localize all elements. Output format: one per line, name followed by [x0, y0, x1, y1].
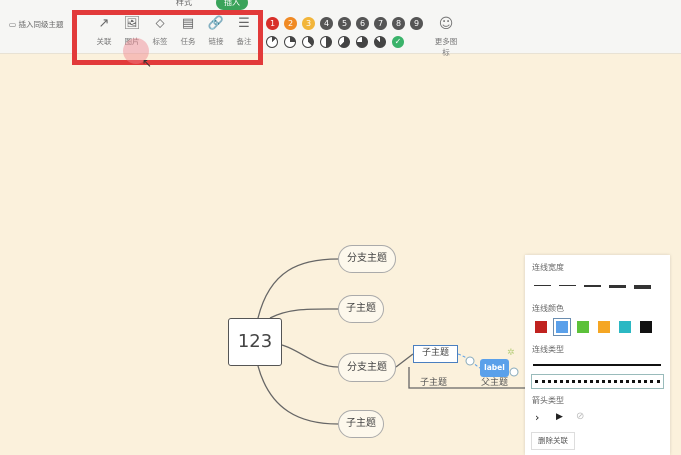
progress-12.5-icon[interactable] [266, 36, 278, 48]
branch-line [395, 353, 414, 368]
link-icon: 🔗 [207, 16, 225, 31]
delete-relation-button[interactable]: 删除关联 [531, 432, 575, 450]
arrow-open-icon[interactable]: › [535, 411, 540, 424]
line-type-dotted[interactable] [531, 374, 664, 389]
line-color-swatch[interactable] [577, 321, 589, 333]
line-color-swatch[interactable] [535, 321, 547, 333]
branch-line [257, 365, 339, 425]
relation-handle [509, 367, 519, 377]
line-width-option[interactable] [534, 285, 551, 286]
tool-image[interactable]: 🖼 图片 [119, 16, 145, 47]
tool-label: 图片 [124, 37, 140, 46]
mouse-cursor-icon: ↖ [142, 56, 153, 70]
tool-label: 任务 [180, 37, 196, 46]
tab-insert[interactable]: 插入 [216, 0, 248, 10]
progress-62.5-icon[interactable] [338, 36, 350, 48]
line-width-option[interactable] [559, 285, 576, 286]
tool-label: 链接 [208, 37, 224, 46]
line-color-swatch[interactable] [640, 321, 652, 333]
tag-icon: ⬦ [155, 16, 165, 31]
priority-6-icon[interactable]: 6 [356, 17, 369, 30]
root-node[interactable]: 123 [228, 318, 282, 366]
tool-task[interactable]: ▤ 任务 [175, 16, 201, 47]
priority-8-icon[interactable]: 8 [392, 17, 405, 30]
line-type-solid[interactable] [533, 364, 661, 366]
image-icon: 🖼 [123, 16, 141, 31]
progress-75-icon[interactable] [356, 36, 368, 48]
progress-87.5-icon[interactable] [374, 36, 386, 48]
branch-line [408, 367, 525, 389]
tool-label: 备注 [236, 37, 252, 46]
line-width-option[interactable] [609, 285, 626, 288]
click-indicator [123, 38, 149, 64]
progress-37.5-icon[interactable] [302, 36, 314, 48]
line-color-swatch[interactable] [598, 321, 610, 333]
priority-3-icon[interactable]: 3 [302, 17, 315, 30]
more-icons-button[interactable]: ☺ 更多图标 [432, 16, 460, 58]
branch-node[interactable]: 分支主题 [338, 353, 396, 382]
more-icons-label: 更多图标 [434, 37, 458, 57]
relation-style-panel: 连线宽度 连线颜色 连线类型 箭头类型 › ▶ ⊘ 删除关联 [525, 255, 670, 455]
progress-25-icon[interactable] [284, 36, 296, 48]
priority-1-icon[interactable]: 1 [266, 17, 279, 30]
priority-5-icon[interactable]: 5 [338, 17, 351, 30]
progress-100-icon[interactable]: ✓ [392, 36, 404, 48]
selected-subtopic[interactable]: 子主题 [413, 345, 458, 363]
note-icon: ☰ [238, 16, 250, 31]
tool-link[interactable]: 🔗 链接 [203, 16, 229, 47]
line-type-title: 连线类型 [532, 345, 564, 354]
progress-50-icon[interactable] [320, 36, 332, 48]
parent-topic-text: 父主题 [481, 378, 509, 388]
relation-handle [465, 356, 475, 366]
tool-tag[interactable]: ⬦ 标签 [147, 16, 173, 47]
tool-relation-arrow[interactable]: ↗ 关联 [91, 16, 117, 47]
smiley-icon: ☺ [438, 16, 454, 32]
line-width-title: 连线宽度 [532, 263, 564, 272]
arrow-filled-icon[interactable]: ▶ [556, 412, 563, 422]
insert-sibling-label: 插入同级主题 [18, 20, 64, 29]
line-color-title: 连线颜色 [532, 304, 564, 313]
line-color-swatch[interactable] [619, 321, 631, 333]
relation-label[interactable]: label [480, 359, 509, 377]
priority-2-icon[interactable]: 2 [284, 17, 297, 30]
priority-9-icon[interactable]: 9 [410, 17, 423, 30]
highlight-box [72, 10, 263, 65]
tab-style[interactable]: 样式 [176, 0, 192, 7]
task-icon: ▤ [181, 16, 195, 31]
relation-arrow-icon: ↗ [98, 16, 110, 31]
branch-line [281, 344, 339, 368]
tool-label: 标签 [152, 37, 168, 46]
subtopic[interactable]: 子主题 [420, 378, 448, 388]
tool-label: 关联 [96, 37, 112, 46]
priority-7-icon[interactable]: 7 [374, 17, 387, 30]
branch-node[interactable]: 分支主题 [338, 245, 396, 273]
branch-node[interactable]: 子主题 [338, 410, 384, 438]
line-width-option[interactable] [634, 285, 651, 289]
priority-4-icon[interactable]: 4 [320, 17, 333, 30]
branch-line [257, 258, 339, 319]
arrow-type-title: 箭头类型 [532, 396, 564, 405]
branch-line [269, 308, 339, 319]
insert-topic-icon: ▭ [9, 20, 19, 29]
line-width-option[interactable] [584, 285, 601, 287]
sun-icon: ✲ [507, 348, 515, 358]
insert-sibling-button[interactable]: ▭ 插入同级主题 [9, 19, 63, 30]
branch-node[interactable]: 子主题 [338, 295, 384, 323]
line-color-swatch[interactable] [553, 318, 571, 336]
arrow-none-icon[interactable]: ⊘ [576, 411, 585, 422]
tool-note[interactable]: ☰ 备注 [231, 16, 257, 47]
